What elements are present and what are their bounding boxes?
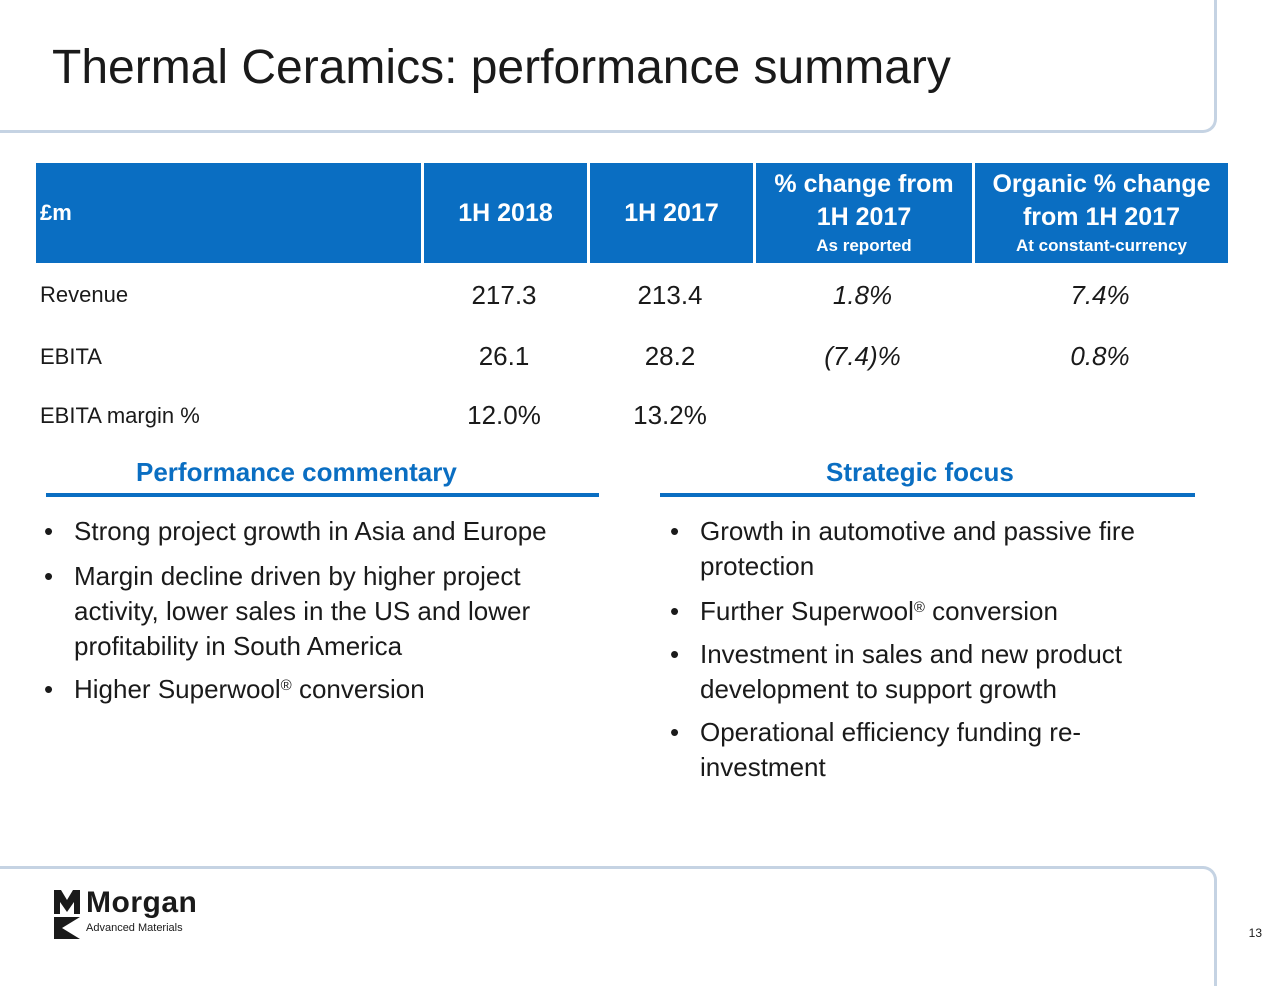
list-item-text: Further Superwool xyxy=(700,596,914,626)
header-change: % change from 1H 2017 As reported xyxy=(753,163,972,263)
cell-organic: 7.4% xyxy=(1070,279,1130,310)
list-item: Strong project growth in Asia and Europe xyxy=(38,514,578,549)
page-number: 13 xyxy=(1248,926,1262,940)
row-label: EBITA margin % xyxy=(40,402,200,428)
table-row: EBITA 26.1 28.2 (7.4)% 0.8% xyxy=(36,327,1228,386)
bottom-frame-border xyxy=(0,866,1217,986)
header-1h2017: 1H 2017 xyxy=(587,163,753,263)
logo-wordmark: Morgan xyxy=(86,886,198,919)
header-change-sub: As reported xyxy=(816,236,912,255)
cell-1h2017: 13.2% xyxy=(633,400,707,430)
row-label: Revenue xyxy=(40,282,129,307)
strategic-list: Growth in automotive and passive fire pr… xyxy=(664,514,1194,785)
table-row: EBITA margin % 12.0% 13.2% xyxy=(36,386,1228,445)
morgan-logo: Morgan Advanced Materials xyxy=(54,886,234,942)
commentary-list: Strong project growth in Asia and Europe… xyxy=(38,514,578,707)
list-item: Growth in automotive and passive fire pr… xyxy=(664,514,1194,584)
header-organic-line2: from 1H 2017 xyxy=(1022,203,1181,231)
performance-table: £m 1H 2018 1H 2017 % change from 1H 2017… xyxy=(36,163,1228,445)
cell-organic xyxy=(972,386,1228,445)
header-change-line2: 1H 2017 xyxy=(816,203,912,231)
cell-1h2017: 28.2 xyxy=(644,341,696,371)
strategic-divider xyxy=(660,493,1195,497)
row-label: EBITA xyxy=(40,343,102,369)
list-item: Operational efficiency funding re-invest… xyxy=(664,715,1194,785)
header-organic: Organic % change from 1H 2017 At constan… xyxy=(972,163,1228,263)
cell-change: (7.4)% xyxy=(824,341,901,371)
strategic-heading: Strategic focus xyxy=(826,457,1014,487)
list-item: Further Superwool® conversion xyxy=(664,594,1194,629)
header-unit: £m xyxy=(36,163,421,263)
registered-mark: ® xyxy=(913,599,925,616)
cell-1h2018: 217.3 xyxy=(471,279,537,310)
cell-organic: 0.8% xyxy=(1070,341,1130,371)
list-item: Margin decline driven by higher project … xyxy=(38,559,578,664)
commentary-divider xyxy=(46,493,599,497)
cell-1h2017: 213.4 xyxy=(637,279,703,310)
logo-tagline: Advanced Materials xyxy=(86,922,183,934)
slide-title: Thermal Ceramics: performance summary xyxy=(52,41,951,94)
header-change-line1: % change from xyxy=(774,170,954,198)
header-1h2018: 1H 2018 xyxy=(421,163,587,263)
list-item: Higher Superwool® conversion xyxy=(38,672,578,707)
table-row: Revenue 217.3 213.4 1.8% 7.4% xyxy=(36,263,1228,327)
cell-1h2018: 26.1 xyxy=(478,341,530,371)
list-item-text: Higher Superwool xyxy=(74,674,281,704)
table-header-row: £m 1H 2018 1H 2017 % change from 1H 2017… xyxy=(36,163,1228,263)
registered-mark: ® xyxy=(280,677,292,694)
list-item-text: conversion xyxy=(291,674,425,704)
cell-change: 1.8% xyxy=(832,279,893,310)
list-item-text: conversion xyxy=(924,596,1058,626)
cell-change xyxy=(753,386,972,445)
cell-1h2018: 12.0% xyxy=(467,400,541,430)
morgan-mark-icon xyxy=(54,890,80,939)
commentary-heading: Performance commentary xyxy=(136,457,457,487)
header-organic-sub: At constant-currency xyxy=(1016,236,1187,255)
header-organic-line1: Organic % change xyxy=(992,170,1211,198)
top-frame-border xyxy=(0,0,1217,133)
list-item: Investment in sales and new product deve… xyxy=(664,637,1194,707)
